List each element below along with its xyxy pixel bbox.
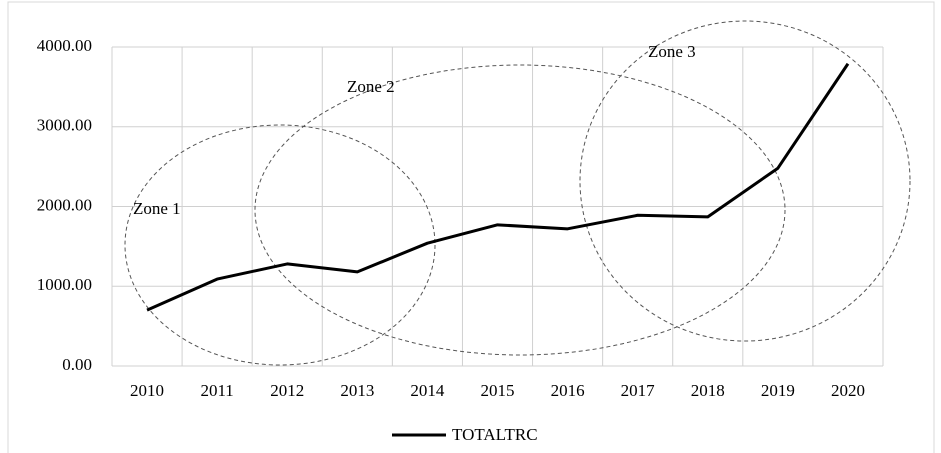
zone-ellipse [124, 124, 436, 366]
annotation: Zone 1 [133, 199, 181, 218]
y-tick-label: 3000.00 [37, 116, 92, 135]
zone-ellipse [579, 20, 911, 342]
y-tick-label: 1000.00 [37, 275, 92, 294]
annotation: Zone 2 [347, 77, 395, 96]
y-tick-label: 2000.00 [37, 195, 92, 214]
x-tick-label: 2014 [410, 381, 445, 400]
x-tick-label: 2011 [200, 381, 233, 400]
zone-ellipse [254, 64, 786, 356]
x-tick-label: 2012 [270, 381, 304, 400]
x-tick-label: 2020 [831, 381, 865, 400]
x-tick-label: 2018 [691, 381, 725, 400]
legend-label: TOTALTRC [452, 425, 538, 444]
x-tick-label: 2013 [340, 381, 374, 400]
data-line [146, 62, 850, 312]
x-tick-label: 2010 [130, 381, 164, 400]
x-tick-label: 2019 [761, 381, 795, 400]
x-tick-label: 2016 [551, 381, 585, 400]
x-tick-label: 2015 [481, 381, 515, 400]
y-tick-label: 0.00 [62, 355, 92, 374]
chart-frame [7, 1, 935, 453]
x-tick-label: 2017 [621, 381, 656, 400]
y-tick-label: 4000.00 [37, 36, 92, 55]
annotation: Zone 3 [648, 42, 696, 61]
